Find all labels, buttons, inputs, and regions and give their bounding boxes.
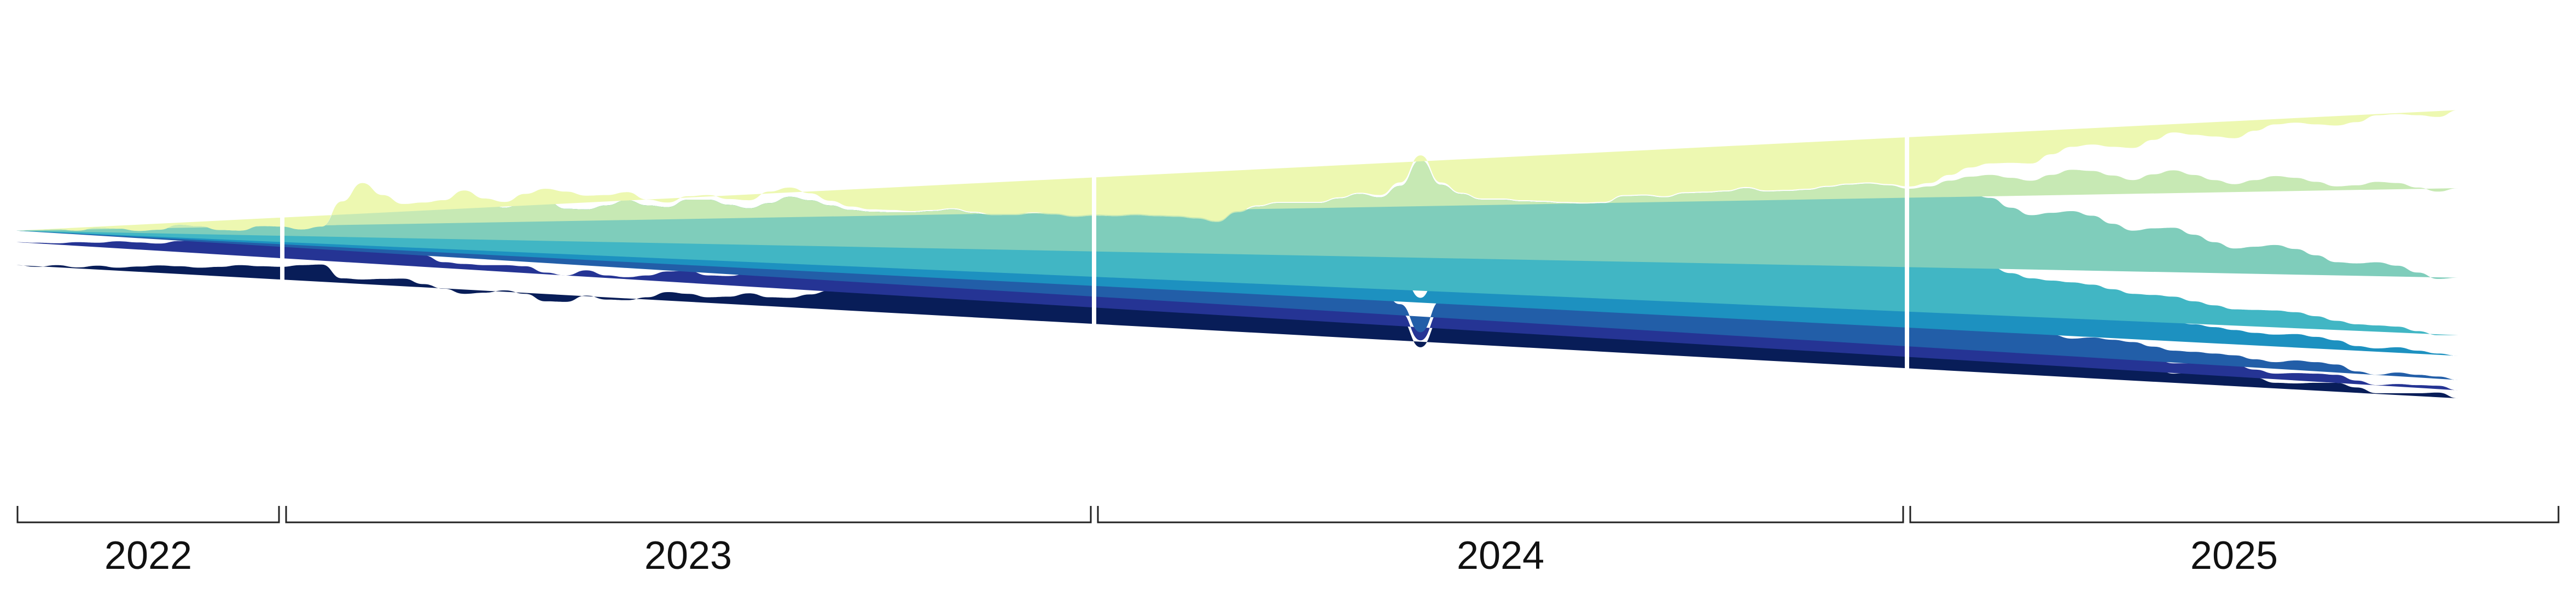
period-separator-3 — [1905, 0, 1909, 492]
bracket-2025 — [1909, 506, 2560, 523]
year-label-2024: 2024 — [1457, 534, 1544, 578]
stream-layer-7 — [16, 160, 2458, 231]
period-separator-1 — [280, 0, 284, 492]
stream-layer-8 — [16, 110, 2458, 231]
stream-layer-2 — [16, 239, 2458, 391]
period-separators — [280, 0, 1909, 492]
bracket-2022 — [16, 506, 280, 523]
year-label-2023: 2023 — [644, 534, 732, 578]
year-axis: 2022 2023 2024 2025 — [16, 506, 2560, 578]
stream-layers — [16, 110, 2458, 399]
year-label-2022: 2022 — [104, 534, 192, 578]
bracket-2024 — [1097, 506, 1904, 523]
bracket-2023 — [285, 506, 1092, 523]
stream-layer-1 — [16, 264, 2458, 399]
period-separator-2 — [1092, 0, 1096, 492]
year-label-2025: 2025 — [2190, 534, 2278, 578]
